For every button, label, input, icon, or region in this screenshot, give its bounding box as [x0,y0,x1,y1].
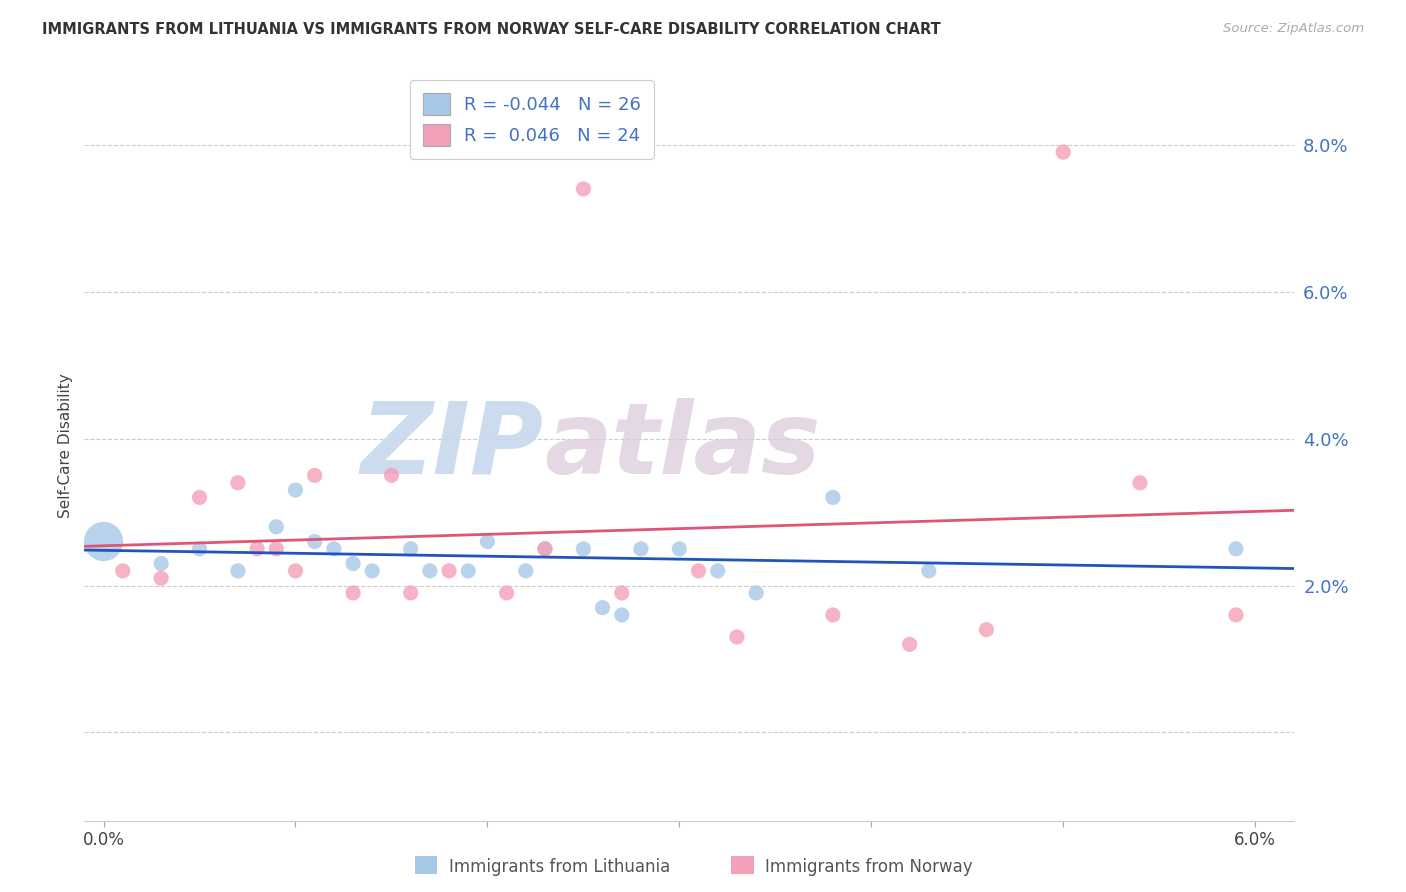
Point [745,586,768,600]
Text: ZIP: ZIP [361,398,544,494]
Point [266,541,288,556]
Point [188,541,211,556]
Point [534,541,557,556]
Point [188,491,211,505]
Point [342,586,364,600]
Point [706,564,728,578]
Point [457,564,479,578]
Point [918,564,941,578]
Point [534,541,557,556]
Point [495,586,517,600]
Point [150,571,173,585]
Point [592,600,614,615]
Y-axis label: Self-Care Disability: Self-Care Disability [58,374,73,518]
Point [150,557,173,571]
Point [668,541,690,556]
Legend: R = -0.044   N = 26, R =  0.046   N = 24: R = -0.044 N = 26, R = 0.046 N = 24 [411,80,654,159]
Point [821,491,844,505]
Point [898,637,921,651]
Point [630,541,652,556]
Point [399,586,422,600]
Point [1225,607,1247,622]
Point [266,520,288,534]
Point [93,534,115,549]
Point [226,564,249,578]
Point [111,564,134,578]
Point [610,586,633,600]
Text: Source: ZipAtlas.com: Source: ZipAtlas.com [1223,22,1364,36]
Text: IMMIGRANTS FROM LITHUANIA VS IMMIGRANTS FROM NORWAY SELF-CARE DISABILITY CORRELA: IMMIGRANTS FROM LITHUANIA VS IMMIGRANTS … [42,22,941,37]
Point [1225,541,1247,556]
Point [399,541,422,556]
Point [284,483,307,497]
Point [572,182,595,196]
Point [380,468,402,483]
Point [284,564,307,578]
Text: Immigrants from Norway: Immigrants from Norway [765,858,973,876]
Point [1052,145,1074,160]
Point [477,534,499,549]
Point [304,534,326,549]
Point [322,541,344,556]
Point [342,557,364,571]
Point [821,607,844,622]
Point [226,475,249,490]
Point [725,630,748,644]
Text: atlas: atlas [544,398,820,494]
Point [246,541,269,556]
Point [304,468,326,483]
Point [361,564,384,578]
Point [572,541,595,556]
Point [1129,475,1152,490]
Point [976,623,998,637]
Text: Immigrants from Lithuania: Immigrants from Lithuania [449,858,669,876]
Point [688,564,710,578]
Point [515,564,537,578]
Point [419,564,441,578]
Point [610,607,633,622]
Point [437,564,460,578]
